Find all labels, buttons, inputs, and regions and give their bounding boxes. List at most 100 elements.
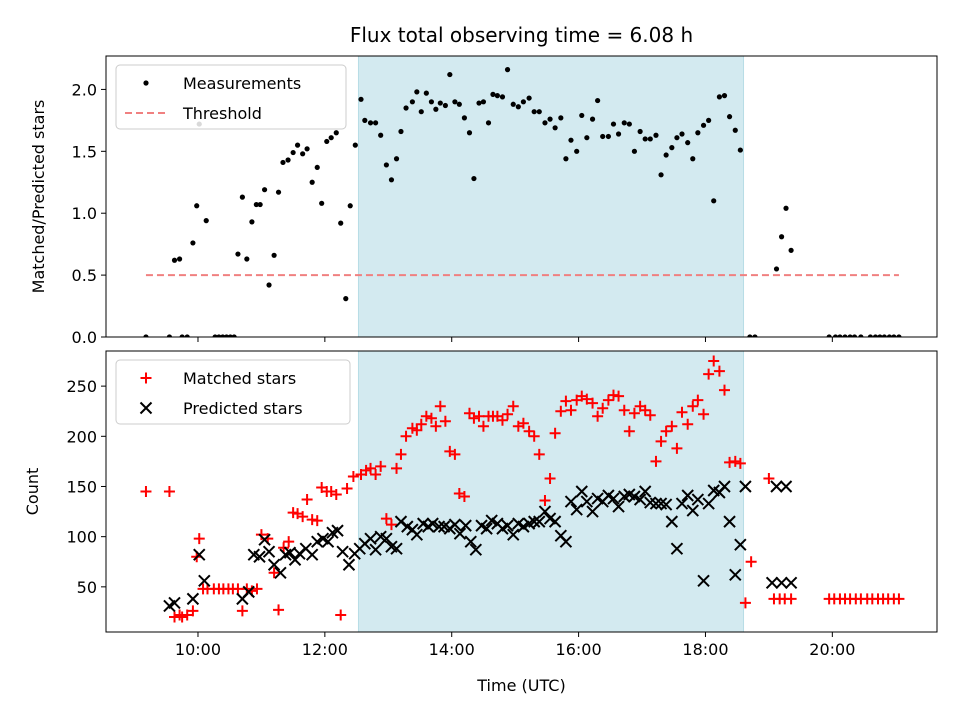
data-point	[539, 495, 551, 507]
data-point	[671, 442, 683, 454]
data-point	[669, 145, 675, 151]
data-point	[564, 495, 578, 508]
data-point	[708, 355, 720, 367]
data-point	[176, 611, 188, 623]
data-point	[485, 120, 492, 126]
data-point	[194, 203, 200, 209]
data-point	[380, 532, 393, 545]
data-point	[187, 605, 199, 617]
axes-frame	[105, 350, 938, 633]
data-point	[504, 67, 511, 73]
data-point	[595, 97, 601, 104]
data-point	[341, 482, 353, 494]
data-point	[711, 198, 717, 204]
data-point	[383, 162, 389, 168]
data-point	[305, 548, 319, 561]
data-point	[739, 597, 751, 609]
data-point	[490, 91, 496, 97]
data-point	[783, 205, 789, 211]
data-point	[674, 135, 680, 141]
data-point	[663, 152, 669, 158]
data-point	[257, 201, 263, 208]
data-point	[607, 389, 619, 401]
data-point	[826, 334, 832, 337]
data-point	[613, 390, 625, 402]
data-point	[262, 545, 276, 558]
data-point	[319, 200, 325, 206]
data-point	[893, 593, 905, 605]
data-point	[410, 528, 424, 541]
data-point	[867, 334, 873, 337]
data-point	[285, 157, 291, 163]
data-point	[171, 257, 178, 263]
data-point	[681, 489, 694, 502]
data-point	[773, 266, 780, 272]
data-point	[649, 497, 663, 510]
data-point	[527, 515, 541, 528]
data-point	[721, 93, 728, 99]
data-point	[732, 127, 738, 133]
data-point	[734, 457, 746, 469]
data-point	[682, 418, 694, 430]
data-point	[423, 90, 429, 96]
data-point	[251, 583, 263, 595]
data-point	[414, 89, 420, 95]
data-point	[439, 415, 451, 427]
data-point	[507, 528, 520, 541]
data-point	[602, 394, 614, 406]
data-point	[695, 130, 701, 136]
data-point	[442, 102, 448, 109]
data-point	[193, 548, 206, 561]
data-point	[765, 576, 779, 590]
data-point	[832, 334, 839, 337]
data-point	[140, 486, 152, 497]
data-point	[330, 489, 342, 501]
data-point	[437, 100, 443, 106]
legend-box	[115, 64, 347, 130]
data-point	[729, 568, 742, 582]
panel-count: 10:00 12:00 14:00 16:00 18:00 20:00 50 100 150 20…	[23, 350, 938, 695]
data-point	[623, 425, 635, 437]
data-point	[650, 455, 662, 467]
data-point	[193, 533, 205, 545]
data-point	[837, 334, 843, 337]
data-point	[586, 505, 599, 518]
data-point	[239, 194, 245, 200]
data-point	[388, 177, 395, 183]
data-point	[449, 448, 461, 460]
y-tick-label: 0.0	[72, 328, 97, 347]
data-point	[398, 128, 404, 135]
data-point	[321, 535, 335, 548]
data-point	[697, 574, 710, 588]
data-point	[290, 149, 296, 156]
data-point	[311, 515, 323, 527]
data-point	[390, 542, 403, 555]
data-point	[763, 472, 775, 484]
data-point	[430, 420, 442, 432]
data-point	[686, 504, 699, 517]
legend-label: Measurements	[183, 74, 301, 93]
data-point	[403, 105, 409, 111]
data-point	[531, 109, 537, 115]
data-point	[236, 605, 248, 617]
data-point	[473, 410, 485, 422]
data-point	[737, 147, 743, 153]
data-point	[266, 282, 272, 288]
data-point	[415, 418, 427, 430]
legend-box	[115, 359, 351, 425]
data-point	[271, 252, 277, 258]
series-matched-stars	[140, 355, 905, 623]
data-point	[638, 485, 652, 498]
data-point	[391, 462, 403, 474]
y-tick-label: 2.0	[72, 80, 97, 99]
data-point	[461, 115, 468, 121]
data-point	[471, 175, 477, 182]
x-tick-label: 12:00	[302, 640, 348, 659]
data-point	[570, 503, 583, 516]
data-point	[510, 101, 516, 107]
data-point	[587, 397, 599, 409]
data-point	[496, 414, 508, 426]
data-point	[584, 135, 590, 141]
data-point	[881, 334, 887, 337]
data-point	[395, 448, 407, 460]
